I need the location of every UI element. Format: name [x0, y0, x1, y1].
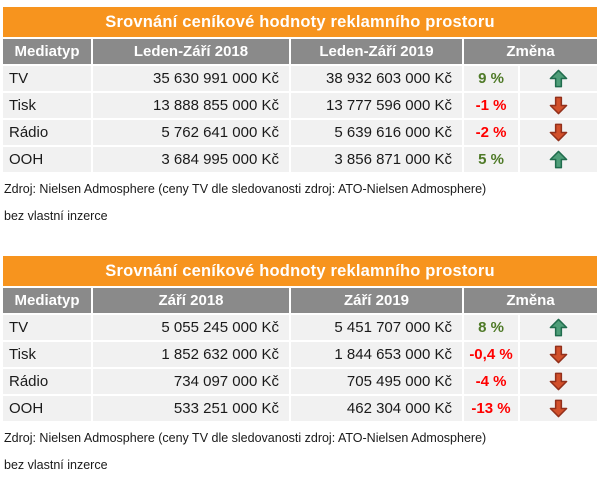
- cell-value-2018: 3 684 995 000 Kč: [93, 147, 289, 172]
- comparison-table-september: Srovnání ceníkové hodnoty reklamního pro…: [3, 256, 597, 472]
- trend-arrow-icon: [520, 120, 597, 145]
- cell-value-2019: 3 856 871 000 Kč: [291, 147, 462, 172]
- down-arrow-icon: [549, 372, 568, 391]
- cell-change-percent: 8 %: [464, 315, 518, 340]
- cell-mediatype: OOH: [3, 396, 91, 421]
- cell-value-2018: 5 055 245 000 Kč: [93, 315, 289, 340]
- cell-value-2018: 533 251 000 Kč: [93, 396, 289, 421]
- cell-value-2019: 5 639 616 000 Kč: [291, 120, 462, 145]
- column-header-period-2018: Leden-Září 2018: [93, 39, 289, 64]
- column-header-change: Změna: [464, 288, 597, 313]
- trend-arrow-icon: [520, 342, 597, 367]
- cell-change-percent: -0,4 %: [464, 342, 518, 367]
- cell-value-2019: 462 304 000 Kč: [291, 396, 462, 421]
- cell-value-2018: 1 852 632 000 Kč: [93, 342, 289, 367]
- cell-value-2019: 38 932 603 000 Kč: [291, 66, 462, 91]
- up-arrow-icon: [549, 150, 568, 169]
- cell-change-percent: 9 %: [464, 66, 518, 91]
- up-arrow-icon: [549, 318, 568, 337]
- column-header-change: Změna: [464, 39, 597, 64]
- down-arrow-icon: [549, 345, 568, 364]
- trend-arrow-icon: [520, 147, 597, 172]
- cell-change-percent: -4 %: [464, 369, 518, 394]
- column-header-period-2018: Září 2018: [93, 288, 289, 313]
- cell-change-percent: -2 %: [464, 120, 518, 145]
- cell-mediatype: TV: [3, 66, 91, 91]
- cell-value-2019: 13 777 596 000 Kč: [291, 93, 462, 118]
- column-header-period-2019: Leden-Září 2019: [291, 39, 462, 64]
- cell-change-percent: 5 %: [464, 147, 518, 172]
- trend-arrow-icon: [520, 315, 597, 340]
- column-header-mediatype: Mediatyp: [3, 288, 91, 313]
- source-note: Zdroj: Nielsen Admosphere (ceny TV dle s…: [4, 431, 487, 445]
- column-header-mediatype: Mediatyp: [3, 39, 91, 64]
- trend-arrow-icon: [520, 66, 597, 91]
- cell-mediatype: Rádio: [3, 369, 91, 394]
- cell-mediatype: Tisk: [3, 342, 91, 367]
- source-note: Zdroj: Nielsen Admosphere (ceny TV dle s…: [4, 182, 487, 196]
- cell-value-2019: 1 844 653 000 Kč: [291, 342, 462, 367]
- trend-arrow-icon: [520, 396, 597, 421]
- cell-value-2018: 35 630 991 000 Kč: [93, 66, 289, 91]
- column-header-period-2019: Září 2019: [291, 288, 462, 313]
- cell-value-2019: 5 451 707 000 Kč: [291, 315, 462, 340]
- cell-mediatype: TV: [3, 315, 91, 340]
- table-title: Srovnání ceníkové hodnoty reklamního pro…: [3, 7, 597, 37]
- cell-mediatype: OOH: [3, 147, 91, 172]
- up-arrow-icon: [549, 69, 568, 88]
- down-arrow-icon: [549, 123, 568, 142]
- cell-change-percent: -13 %: [464, 396, 518, 421]
- cell-value-2019: 705 495 000 Kč: [291, 369, 462, 394]
- table-grid: Mediatyp Září 2018 Září 2019 Změna TV 5 …: [3, 288, 597, 421]
- cell-value-2018: 5 762 641 000 Kč: [93, 120, 289, 145]
- cell-mediatype: Rádio: [3, 120, 91, 145]
- table-title: Srovnání ceníkové hodnoty reklamního pro…: [3, 256, 597, 286]
- trend-arrow-icon: [520, 93, 597, 118]
- comparison-table-ytd: Srovnání ceníkové hodnoty reklamního pro…: [3, 7, 597, 223]
- disclaimer-note: bez vlastní inzerce: [4, 209, 108, 223]
- cell-value-2018: 734 097 000 Kč: [93, 369, 289, 394]
- table-grid: Mediatyp Leden-Září 2018 Leden-Září 2019…: [3, 39, 597, 172]
- trend-arrow-icon: [520, 369, 597, 394]
- down-arrow-icon: [549, 96, 568, 115]
- cell-change-percent: -1 %: [464, 93, 518, 118]
- down-arrow-icon: [549, 399, 568, 418]
- cell-mediatype: Tisk: [3, 93, 91, 118]
- cell-value-2018: 13 888 855 000 Kč: [93, 93, 289, 118]
- disclaimer-note: bez vlastní inzerce: [4, 458, 108, 472]
